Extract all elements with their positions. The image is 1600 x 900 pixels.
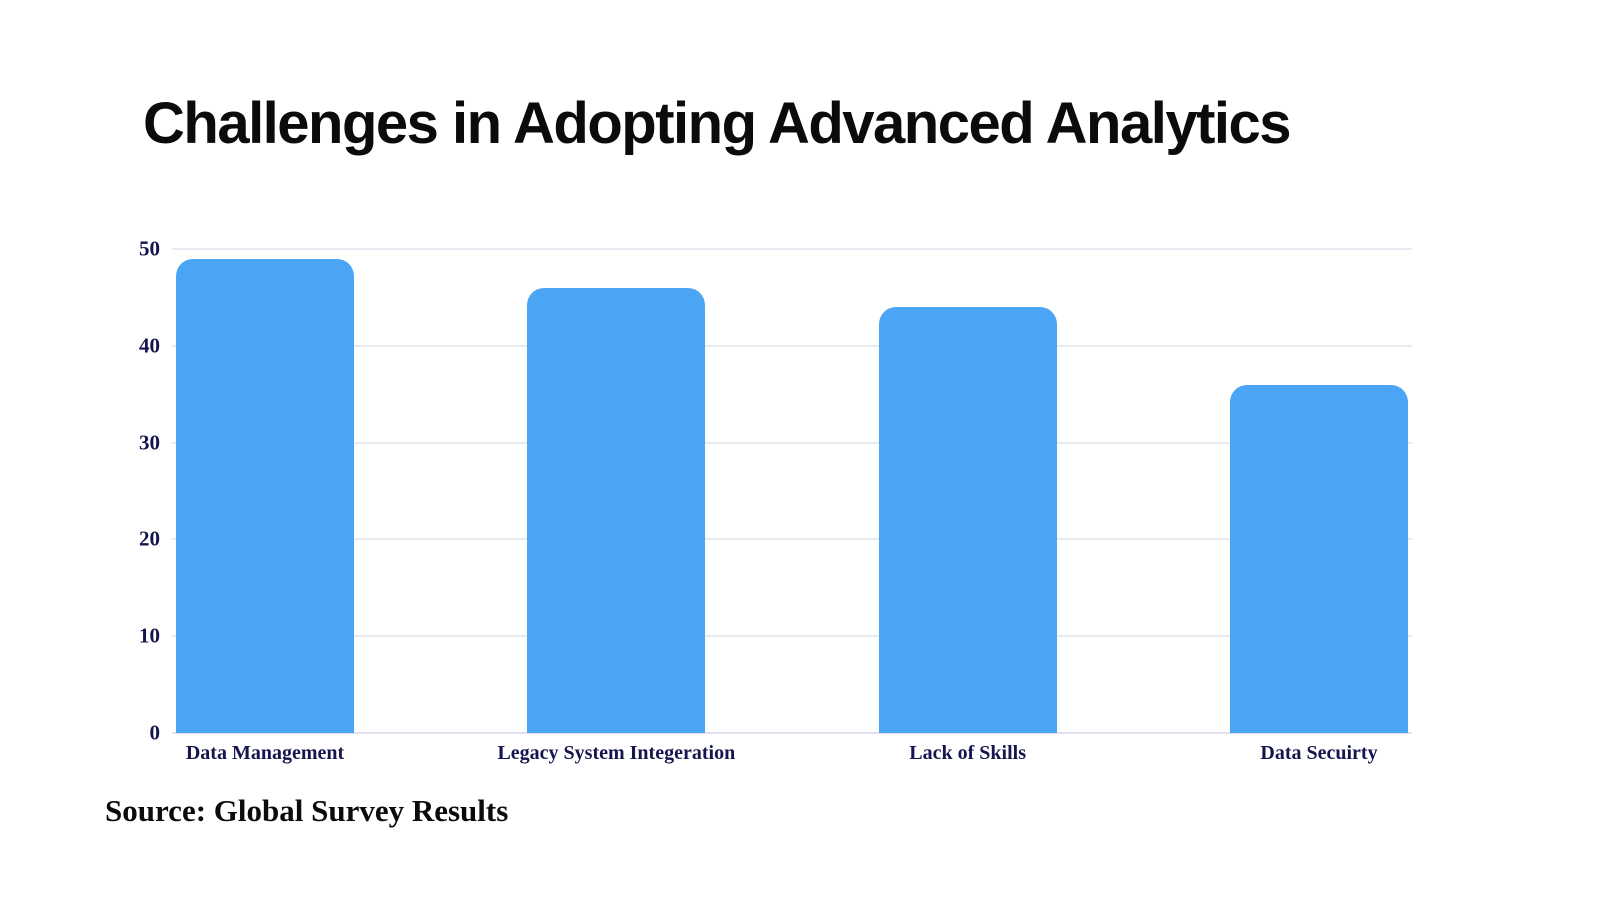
x-axis-category-label: Lack of Skills: [909, 742, 1026, 764]
y-axis-tick-label-50: 50: [139, 236, 160, 261]
bar: [1230, 384, 1408, 733]
x-axis-category-label: Data Management: [185, 742, 345, 764]
y-axis-tick-label-30: 30: [139, 430, 160, 455]
bar-group-2: Legacy System Integeration: [497, 249, 735, 764]
y-gridline-40: [172, 344, 1412, 347]
y-gridline-10: [172, 635, 1412, 638]
y-axis-tick-label-10: 10: [139, 623, 160, 648]
chart-title: Challenges in Adopting Advanced Analytic…: [143, 91, 1292, 156]
x-axis-category-label: Data Secuirty: [1260, 742, 1378, 764]
y-gridline-50: [172, 248, 1412, 250]
bar-group-3: Lack of Skills: [878, 249, 1057, 764]
bar: [176, 258, 354, 733]
y-gridline-0: [172, 732, 1412, 734]
plot-area: 0 10 20 30 40 50 Data Management Legacy System …: [139, 238, 1412, 764]
x-axis-category-label: Legacy System Integeration: [497, 742, 736, 764]
bar-group-1: Data Management: [176, 249, 354, 764]
bar-group-4: Data Secuirty: [1230, 249, 1408, 764]
bar: [527, 287, 706, 733]
y-gridline-20: [172, 538, 1412, 541]
y-axis-tick-label-40: 40: [139, 333, 160, 358]
source-note: Source: Global Survey Results: [105, 793, 509, 828]
y-axis-tick-label-0: 0: [149, 720, 161, 745]
bar: [878, 307, 1057, 733]
y-axis-tick-label-20: 20: [139, 526, 160, 551]
y-gridline-30: [172, 441, 1412, 444]
